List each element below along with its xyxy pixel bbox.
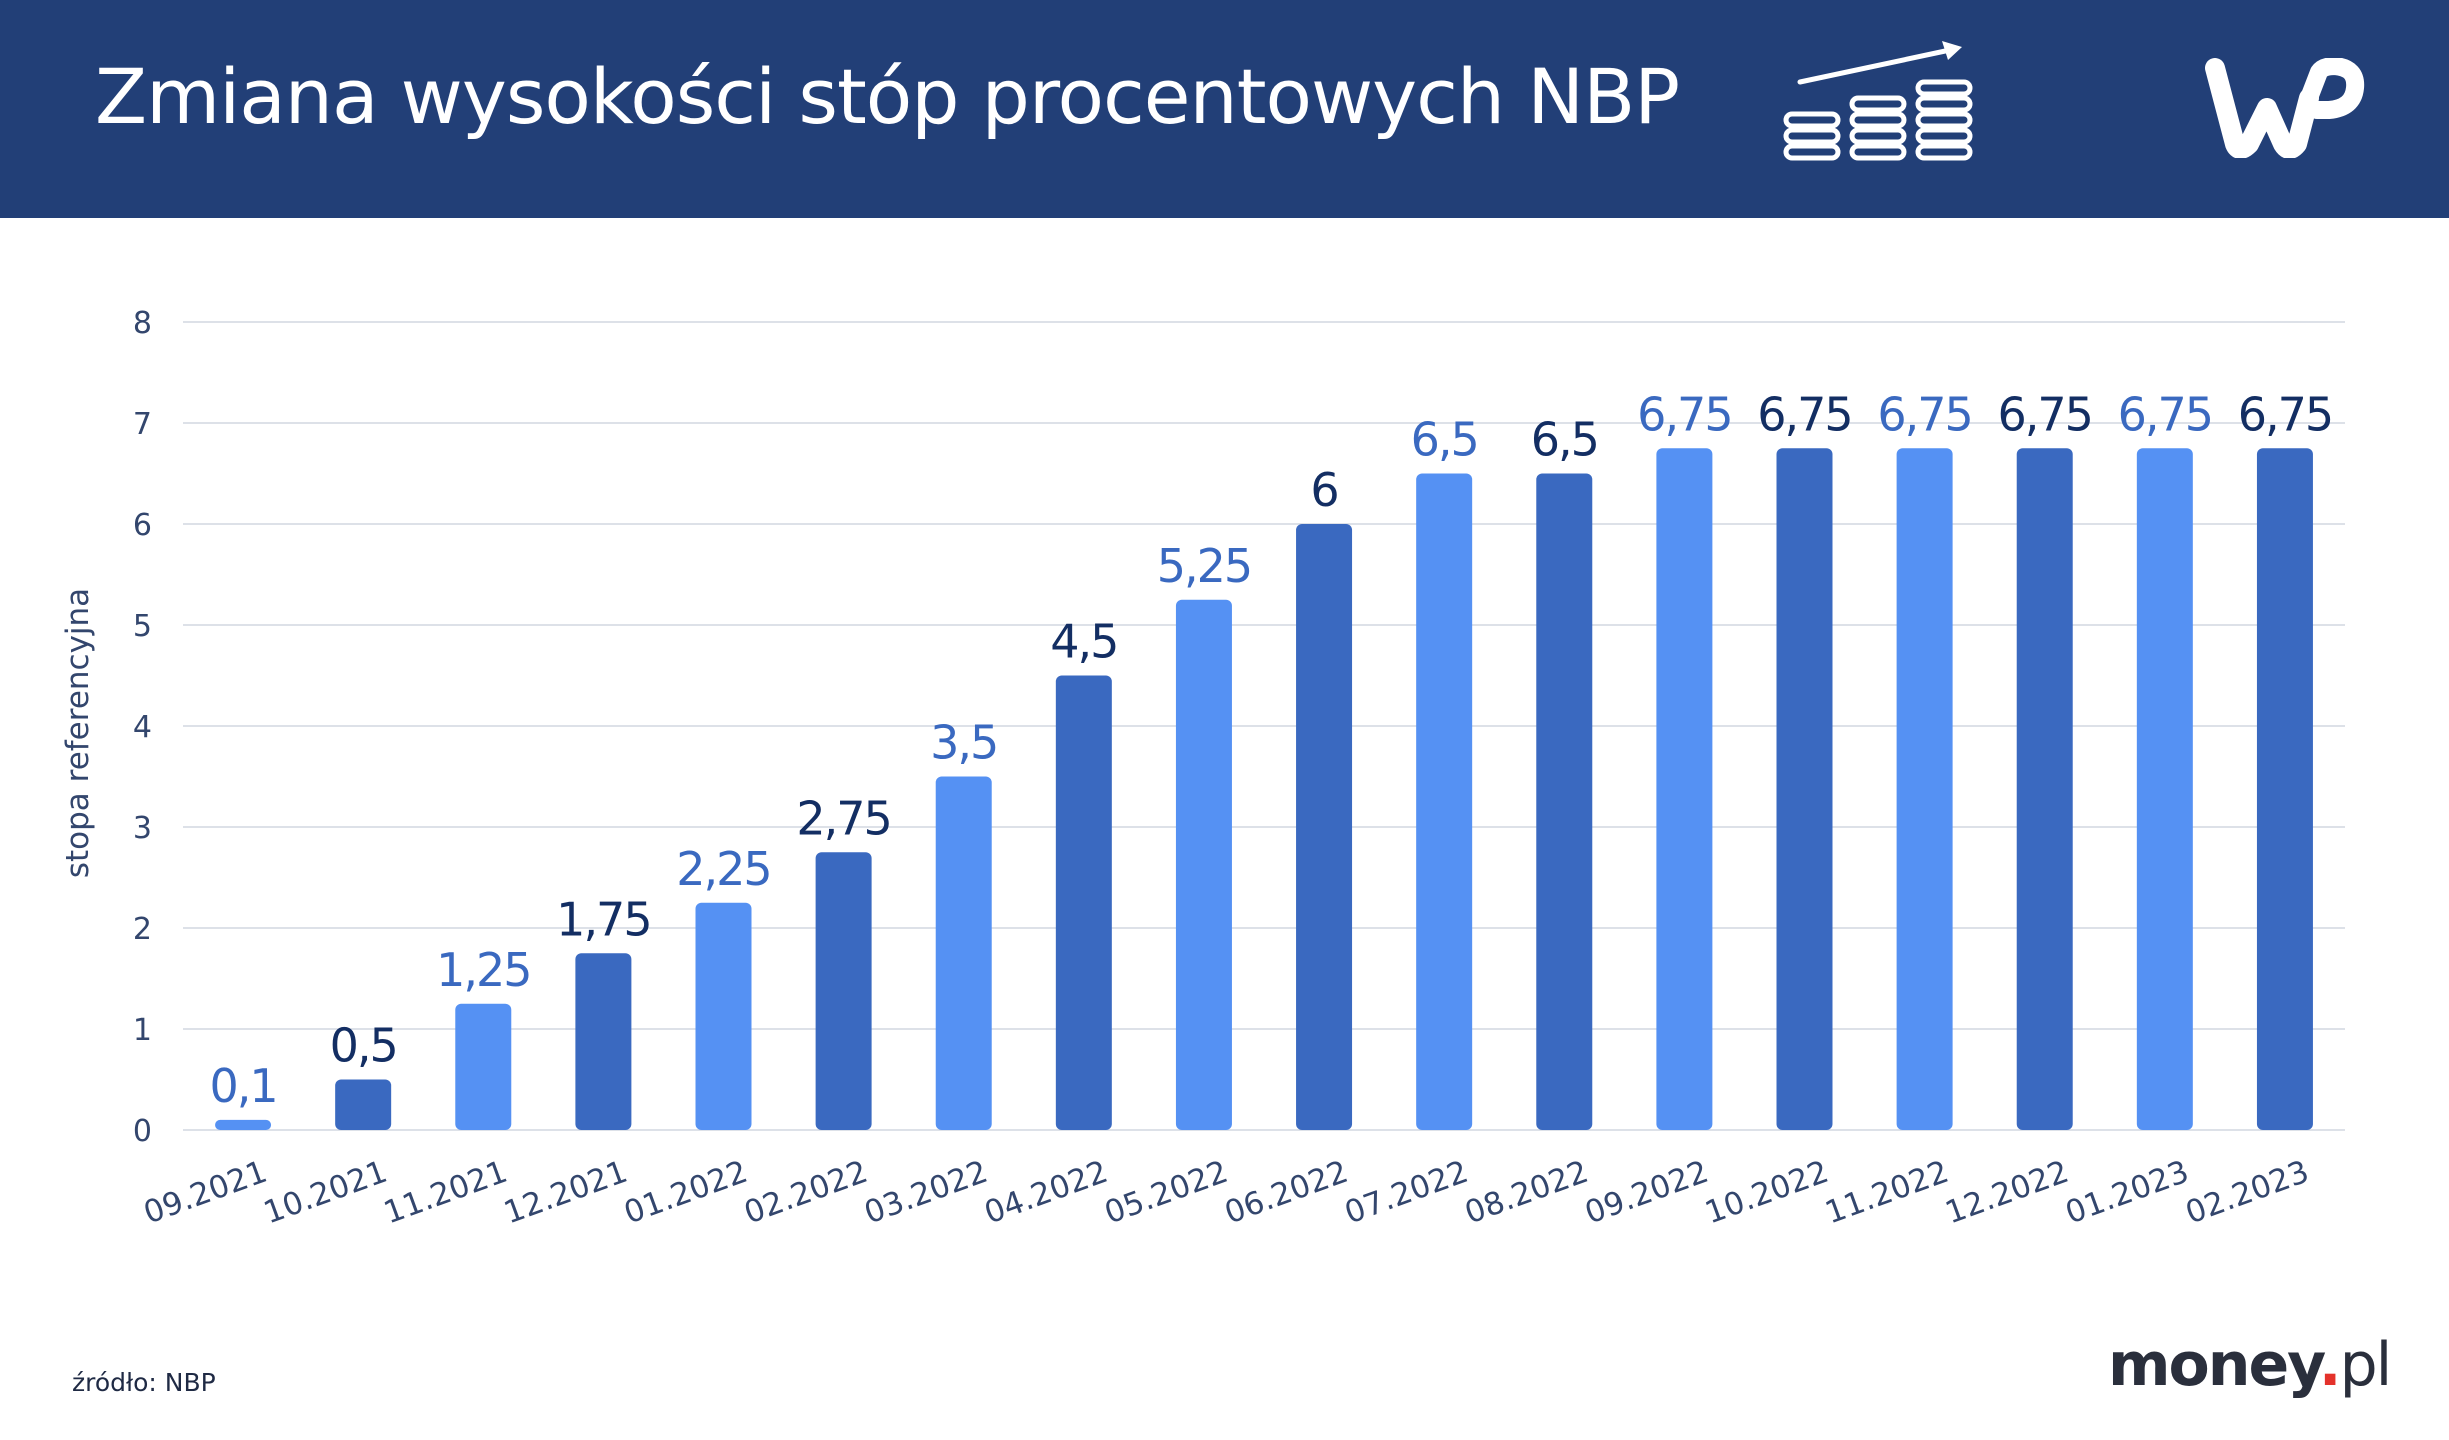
data-label: 3,5 <box>930 716 997 770</box>
bar <box>215 1119 272 1130</box>
x-tick-label: 11.2021 <box>379 1154 512 1232</box>
source-note: źródło: NBP <box>72 1368 216 1397</box>
x-tick-label: 12.2021 <box>499 1154 632 1232</box>
x-tick-label: 02.2022 <box>740 1154 873 1232</box>
bar <box>575 953 632 1130</box>
x-tick-label: 07.2022 <box>1340 1154 1473 1232</box>
bar <box>1416 473 1473 1130</box>
data-label: 6,5 <box>1531 413 1598 467</box>
data-label: 6,75 <box>1637 387 1731 441</box>
x-tick-label: 09.2021 <box>139 1154 272 1232</box>
coins-growth-icon <box>1783 41 1973 161</box>
brand-main: money <box>2108 1330 2321 1400</box>
page-title: Zmiana wysokości stóp procentowych NBP <box>95 52 1680 141</box>
data-label: 2,75 <box>796 791 890 845</box>
data-label: 6 <box>1310 463 1337 517</box>
x-tick-label: 06.2022 <box>1220 1154 1353 1232</box>
bar <box>335 1079 392 1130</box>
bar <box>2136 448 2193 1130</box>
wp-logo <box>2205 58 2365 158</box>
data-label: 6,75 <box>1757 387 1851 441</box>
x-tick-label: 05.2022 <box>1100 1154 1233 1232</box>
x-tick-label: 11.2022 <box>1821 1154 1954 1232</box>
y-tick-label: 5 <box>133 609 152 644</box>
data-label: 0,5 <box>330 1019 397 1073</box>
bar <box>1175 599 1232 1130</box>
data-label: 2,25 <box>676 842 770 896</box>
money-pl-logo: money.pl <box>2108 1330 2393 1400</box>
x-tick-label: 01.2023 <box>2061 1154 2194 1232</box>
y-tick-label: 2 <box>133 912 152 947</box>
bar <box>1896 448 1953 1130</box>
y-tick-label: 8 <box>133 306 152 341</box>
data-label: 6,75 <box>1998 387 2092 441</box>
y-axis-label: stopa referencyjna <box>60 588 96 878</box>
bar <box>815 852 872 1130</box>
data-labels: 0,1 0,5 1,25 1,75 2,25 2,75 3,5 4,5 5,25 6 6,5 6,5 6… <box>209 387 2334 1113</box>
bar <box>2256 448 2313 1130</box>
y-tick-label: 0 <box>133 1114 152 1149</box>
data-label: 6,5 <box>1411 413 1478 467</box>
x-axis-ticks: 09.202110.202111.202112.202101.202202.20… <box>139 1154 2314 1232</box>
x-tick-label: 09.2022 <box>1580 1154 1713 1232</box>
bar-chart: 0 1 2 3 4 5 6 7 8 0,1 0,5 1,25 1,75 2,25 2,75 3,5 4,5 5,… <box>60 306 2345 1232</box>
data-label: 1,25 <box>436 943 530 997</box>
x-tick-label: 10.2021 <box>259 1154 392 1232</box>
bar <box>455 1003 512 1130</box>
brand-suffix: pl <box>2339 1330 2393 1400</box>
x-tick-label: 08.2022 <box>1460 1154 1593 1232</box>
data-label: 0,1 <box>209 1059 276 1113</box>
x-tick-label: 04.2022 <box>980 1154 1113 1232</box>
y-tick-label: 3 <box>133 811 152 846</box>
brand-dot: . <box>2318 1330 2342 1400</box>
x-tick-label: 02.2023 <box>2181 1154 2314 1232</box>
bar <box>1296 524 1353 1130</box>
data-label: 1,75 <box>556 892 650 946</box>
bar <box>2016 448 2073 1130</box>
bar <box>935 776 992 1130</box>
data-label: 6,75 <box>1877 387 1971 441</box>
bars <box>215 448 2313 1130</box>
bar <box>1055 675 1112 1130</box>
data-label: 6,75 <box>2238 387 2332 441</box>
y-axis-ticks: 0 1 2 3 4 5 6 7 8 <box>133 306 152 1149</box>
y-tick-label: 1 <box>133 1013 152 1048</box>
bar <box>695 902 752 1130</box>
x-tick-label: 03.2022 <box>860 1154 993 1232</box>
y-tick-label: 4 <box>133 710 152 745</box>
bar <box>1536 473 1593 1130</box>
x-tick-label: 01.2022 <box>619 1154 752 1232</box>
data-label: 6,75 <box>2118 387 2212 441</box>
y-tick-label: 7 <box>133 407 152 442</box>
gridlines <box>183 321 2345 1131</box>
data-label: 4,5 <box>1050 615 1117 669</box>
bar <box>1656 448 1713 1130</box>
x-tick-label: 10.2022 <box>1700 1154 1833 1232</box>
header-banner: Zmiana wysokości stóp procentowych NBP <box>0 0 2449 218</box>
y-tick-label: 6 <box>133 508 152 543</box>
data-label: 5,25 <box>1157 539 1251 593</box>
bar <box>1776 448 1833 1130</box>
x-tick-label: 12.2022 <box>1941 1154 2074 1232</box>
